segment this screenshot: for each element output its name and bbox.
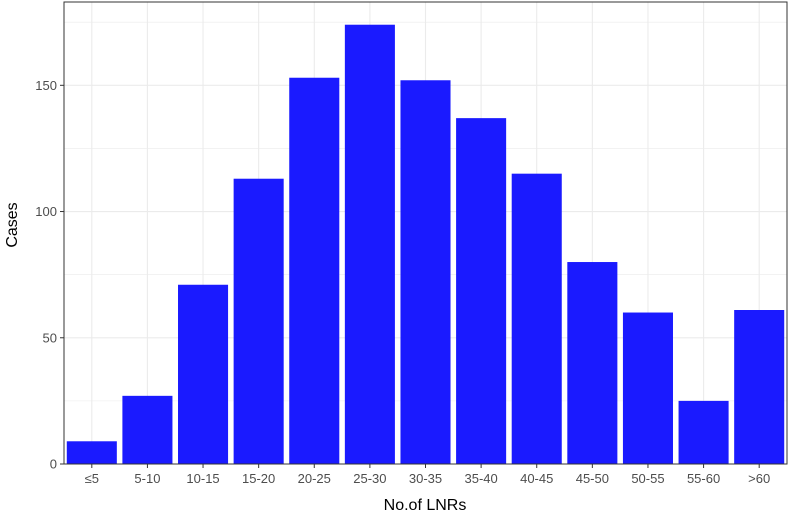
x-tick-label: 45-50 xyxy=(576,471,609,486)
x-tick-label: 50-55 xyxy=(631,471,664,486)
x-tick-label: 30-35 xyxy=(409,471,442,486)
x-tick-label: 10-15 xyxy=(186,471,219,486)
bar-0 xyxy=(67,441,117,464)
x-tick-label: 5-10 xyxy=(134,471,160,486)
x-tick-label: 25-30 xyxy=(353,471,386,486)
bar-9 xyxy=(567,262,617,464)
y-axis-title: Cases xyxy=(4,202,21,247)
x-tick-label: ≤5 xyxy=(85,471,99,486)
bar-4 xyxy=(289,78,339,464)
x-tick-label: 15-20 xyxy=(242,471,275,486)
x-tick-label: 35-40 xyxy=(464,471,497,486)
bar-12 xyxy=(734,310,784,464)
x-axis-title: No.of LNRs xyxy=(384,497,467,513)
bar-10 xyxy=(623,313,673,464)
x-tick-label: 20-25 xyxy=(298,471,331,486)
y-tick-label: 50 xyxy=(43,330,57,345)
bar-7 xyxy=(456,118,506,464)
bar-1 xyxy=(122,396,172,464)
x-tick-label: 40-45 xyxy=(520,471,553,486)
y-tick-label: 100 xyxy=(35,204,57,219)
x-tick-label: 55-60 xyxy=(687,471,720,486)
bar-8 xyxy=(512,174,562,464)
bar-11 xyxy=(679,401,729,464)
x-tick-label: >60 xyxy=(748,471,770,486)
y-tick-label: 0 xyxy=(50,457,57,472)
bar-3 xyxy=(234,179,284,464)
bar-2 xyxy=(178,285,228,464)
bar-5 xyxy=(345,25,395,464)
bar-6 xyxy=(400,80,450,464)
y-tick-label: 150 xyxy=(35,78,57,93)
